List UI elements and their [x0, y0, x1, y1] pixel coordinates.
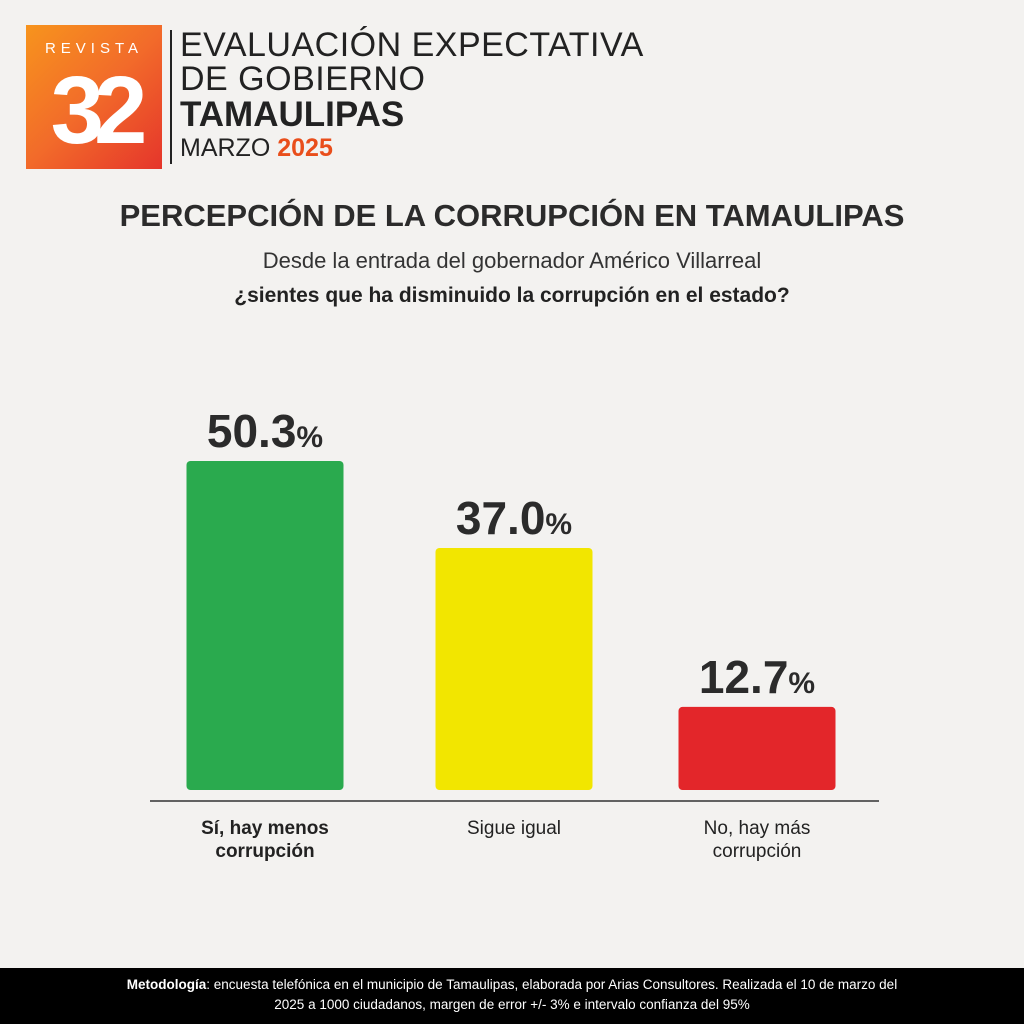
category-label-2-line-0: No, hay más — [704, 818, 811, 839]
category-label-0-line-0: Sí, hay menos — [201, 818, 329, 839]
logo-revista-text: REVISTA — [44, 40, 144, 57]
methodology-text-2: 2025 a 1000 ciudadanos, margen de error … — [274, 997, 750, 1012]
methodology-label: Metodología — [126, 977, 207, 992]
bar-0 — [186, 461, 344, 790]
category-label-2-line-1: corrupción — [713, 841, 802, 862]
category-label-1-line-0: Sigue igual — [467, 818, 561, 839]
header-line-1: EVALUACIÓN EXPECTATIVA — [180, 26, 644, 64]
header-title-block: EVALUACIÓN EXPECTATIVA DE GOBIERNO TAMAU… — [180, 28, 644, 162]
methodology-footer: Metodología: encuesta telefónica en el m… — [0, 968, 1024, 1024]
header-line-3: TAMAULIPAS — [180, 95, 405, 134]
header-divider — [170, 30, 172, 164]
logo-number: 32 — [50, 57, 148, 164]
header-line-2: DE GOBIERNO — [180, 60, 426, 98]
chart-question: ¿sientes que ha disminuido la corrupción… — [234, 284, 790, 307]
revista-32-logo: REVISTA 32 — [26, 25, 162, 169]
bar-value-label-0: 50.3% — [207, 405, 323, 457]
methodology-text-1: : encuesta telefónica en el municipio de… — [206, 977, 898, 992]
chart-title: PERCEPCIÓN DE LA CORRUPCIÓN EN TAMAULIPA… — [119, 198, 905, 233]
header-year: 2025 — [277, 134, 333, 162]
bar-value-label-1: 37.0% — [456, 492, 572, 544]
header-month: MARZO — [180, 134, 271, 162]
chart-subtitle: Desde la entrada del gobernador Américo … — [262, 248, 762, 273]
bar-2 — [678, 706, 836, 790]
category-label-0-line-1: corrupción — [215, 841, 314, 862]
bar-value-label-2: 12.7% — [699, 651, 815, 703]
bar-1 — [435, 547, 593, 790]
header-line-4: MARZO 2025 — [180, 134, 644, 162]
